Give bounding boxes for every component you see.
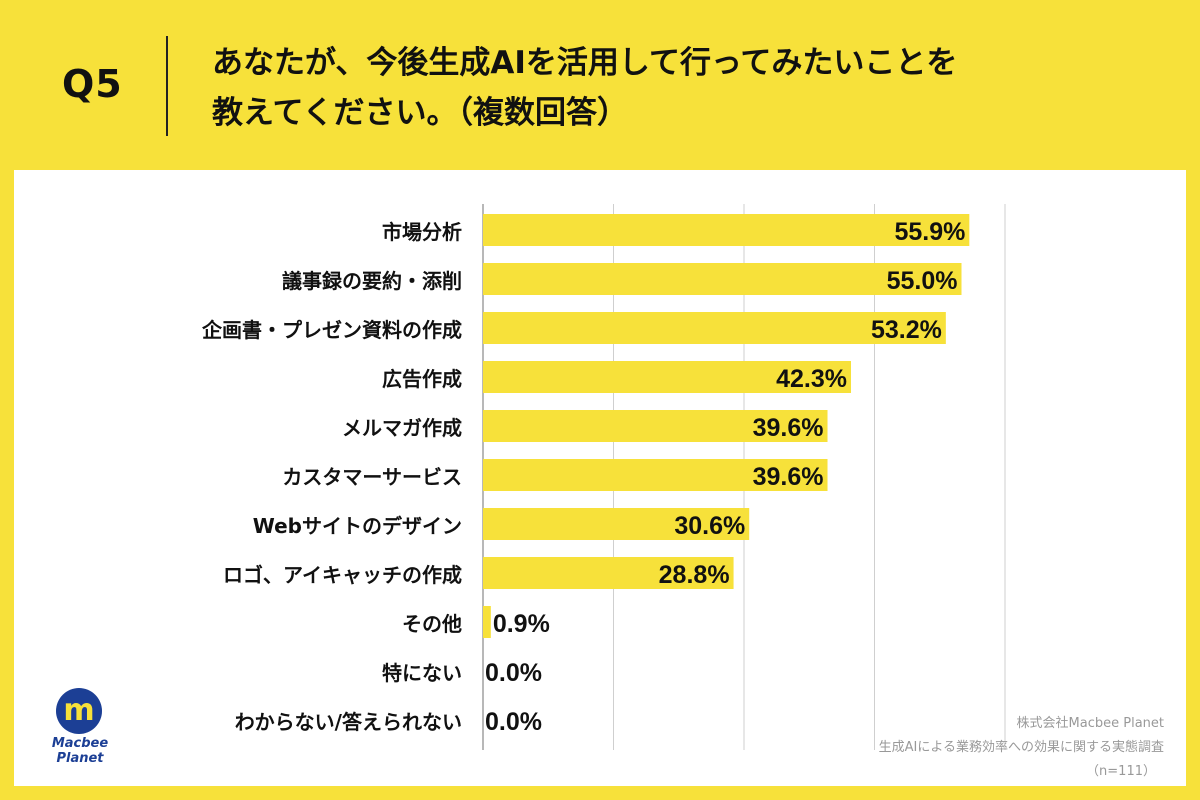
value-label: 39.6%	[753, 463, 824, 491]
category-label: 企画書・プレゼン資料の作成	[201, 318, 462, 342]
footer-sample: （n=111）	[1086, 764, 1156, 779]
bar	[483, 361, 852, 393]
logo-line-2: Planet	[56, 751, 104, 766]
macbee-planet-logo: m Macbee Planet	[44, 688, 116, 772]
question-number: Q5	[62, 62, 123, 106]
category-label: 市場分析	[382, 220, 462, 244]
category-label: 特にない	[382, 661, 462, 685]
value-label: 39.6%	[753, 414, 824, 442]
question-line-1: あなたが、今後生成AIを活用して行ってみたいことを	[212, 45, 958, 81]
bar	[483, 557, 734, 589]
category-label: 広告作成	[382, 367, 462, 391]
bar	[483, 606, 491, 638]
category-label: ロゴ、アイキャッチの作成	[223, 563, 462, 587]
category-label: わからない/答えられない	[235, 710, 462, 734]
value-label: 30.6%	[674, 512, 745, 540]
logo-line-1: Macbee	[51, 736, 109, 751]
bar	[483, 312, 946, 344]
category-label: メルマガ作成	[342, 416, 462, 440]
bar	[483, 410, 828, 442]
category-label: 議事録の要約・添削	[282, 269, 462, 293]
logo-mark-letter: m	[63, 693, 95, 728]
value-label: 0.0%	[485, 708, 542, 736]
value-label: 42.3%	[776, 365, 847, 393]
bar	[483, 263, 962, 295]
question-line-2: 教えてください。（複数回答）	[212, 95, 629, 131]
value-label: 0.0%	[485, 659, 542, 687]
value-label: 55.9%	[894, 218, 965, 246]
question-header: Q5 あなたが、今後生成AIを活用して行ってみたいことを 教えてください。（複数…	[0, 0, 1200, 170]
value-label: 53.2%	[871, 316, 942, 344]
category-label: カスタマーサービス	[282, 465, 462, 489]
category-label: Webサイトのデザイン	[253, 514, 462, 538]
bar	[483, 214, 970, 246]
logo-mark-icon: m	[56, 688, 102, 734]
footer-survey: 生成AIによる業務効率への効果に関する実態調査	[878, 740, 1164, 755]
footer-company: 株式会社Macbee Planet	[1016, 716, 1164, 731]
value-label: 0.9%	[493, 610, 550, 638]
header-divider	[166, 36, 168, 136]
value-label: 28.8%	[659, 561, 730, 589]
logo-text: Macbee Planet	[44, 736, 116, 766]
question-text: あなたが、今後生成AIを活用して行ってみたいことを 教えてください。（複数回答）	[212, 38, 1172, 138]
bar	[483, 508, 750, 540]
bar	[483, 459, 828, 491]
value-label: 55.0%	[887, 267, 958, 295]
category-label: その他	[402, 612, 462, 636]
